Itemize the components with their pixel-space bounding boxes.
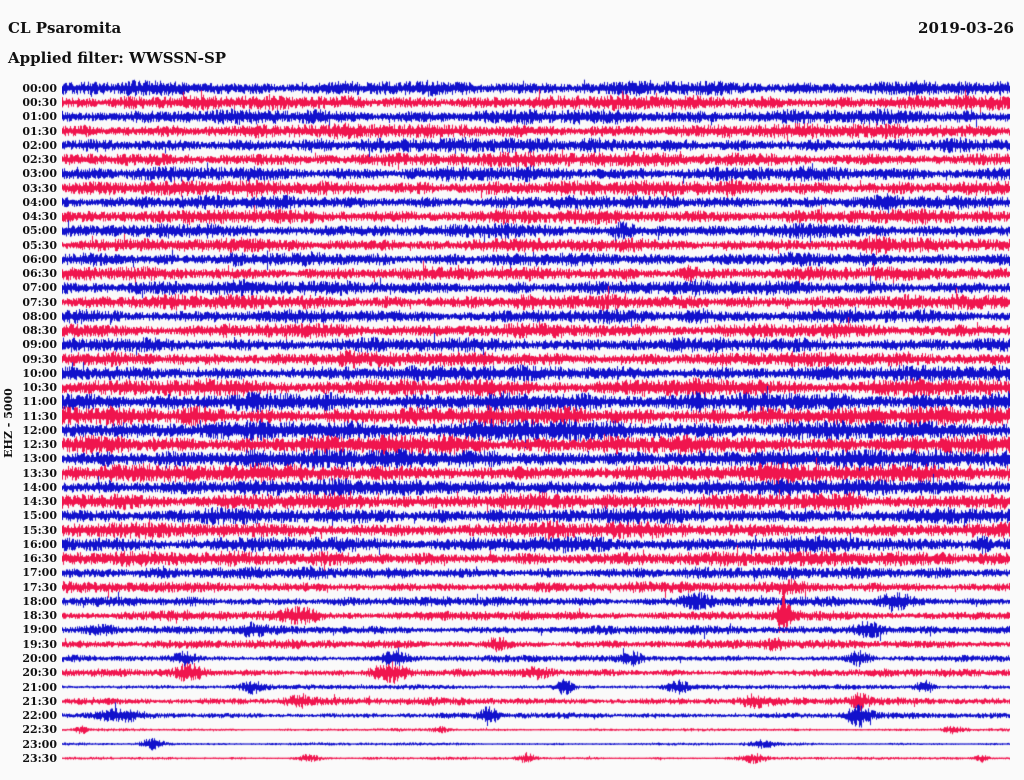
time-label: 18:00 [22,594,57,608]
time-label: 01:30 [22,124,57,138]
time-label: 10:00 [22,366,57,380]
time-label: 05:30 [22,238,57,252]
helicorder-canvas [62,60,1010,780]
time-label: 22:00 [22,709,57,723]
time-label: 20:00 [22,652,57,665]
time-label: 19:00 [22,623,57,637]
time-label: 21:00 [22,680,57,694]
time-label: 21:30 [22,694,57,708]
time-label: 23:00 [22,737,57,751]
time-label: 19:30 [22,637,57,651]
time-label: 04:30 [22,210,57,224]
time-label: 20:30 [22,666,57,680]
time-label: 14:00 [22,480,57,494]
time-label: 11:30 [22,409,57,423]
time-label: 09:00 [22,338,57,352]
time-label: 01:00 [22,110,57,124]
time-label: 13:30 [22,466,57,480]
time-label: 22:30 [22,723,57,737]
time-label: 10:30 [22,381,57,395]
time-label: 02:00 [22,138,57,152]
record-date: 2019-03-26 [918,19,1014,37]
time-label: 04:00 [22,195,57,209]
time-label: 12:00 [22,423,57,437]
time-label: 06:30 [22,267,57,281]
time-label: 15:30 [22,523,57,537]
time-label: 17:00 [22,566,57,580]
time-label: 03:30 [22,181,57,195]
time-label: 12:30 [22,438,57,452]
time-label: 16:30 [22,552,57,566]
time-label: 03:00 [22,167,57,181]
time-label: 15:00 [22,509,57,523]
time-label: 07:30 [22,295,57,309]
time-label: 05:00 [22,224,57,238]
time-label: 13:00 [22,452,57,466]
time-label: 16:00 [22,537,57,551]
time-label: 00:30 [22,96,57,110]
time-label: 17:30 [22,580,57,594]
time-label: 02:30 [22,153,57,167]
station-title: CL Psaromita [8,19,122,37]
time-label: 18:30 [22,609,57,623]
time-label: 23:30 [22,751,57,765]
time-label: 08:30 [22,324,57,338]
time-label: 00:00 [22,81,57,95]
time-label: 09:30 [22,352,57,366]
time-label: 14:30 [22,495,57,509]
time-label: 08:00 [22,309,57,323]
time-label: 07:00 [22,281,57,295]
time-label: 11:00 [22,395,57,409]
time-axis-labels: 00:00 00:30 01:00 01:30 02:00 02:30 03:00 03:30… [0,0,58,780]
time-label: 06:00 [22,252,57,266]
